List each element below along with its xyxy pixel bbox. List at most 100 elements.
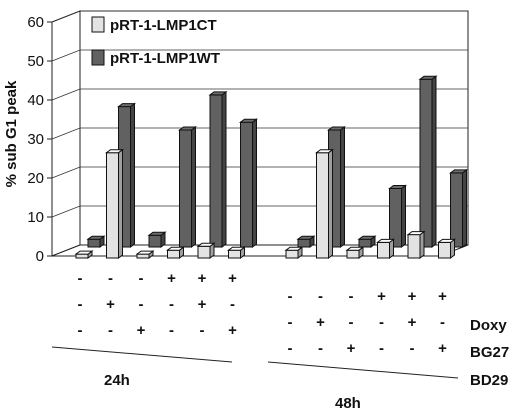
gridline [51, 10, 468, 23]
bar-ct-front [106, 152, 119, 259]
bar-wt-side [252, 118, 257, 248]
bar-ct-top [315, 149, 334, 154]
bar-wt [357, 235, 377, 248]
condition-symbol: - [288, 314, 293, 331]
y-axis-label: % sub G1 peak [3, 80, 20, 187]
condition-symbol: + [198, 296, 207, 313]
bar-ct-top [345, 246, 365, 251]
condition-symbol: - [78, 270, 83, 287]
row-label: Doxy [470, 317, 507, 334]
bar-wt-front [389, 188, 402, 248]
bar-ct-front [346, 249, 360, 259]
bar-wt [208, 90, 228, 248]
y-tick-label: 30 [27, 131, 44, 148]
condition-symbol: - [379, 340, 384, 357]
condition-symbol: + [438, 340, 447, 357]
bar-ct-top [105, 149, 124, 154]
condition-symbol: + [316, 314, 325, 331]
condition-symbol: + [377, 288, 386, 305]
bar-wt-top [208, 91, 228, 96]
bar-wt-top [147, 231, 167, 236]
legend: pRT-1-LMP1CT pRT-1-LMP1WT [91, 16, 220, 67]
gridline [51, 88, 468, 101]
bar-wt-top [296, 235, 316, 240]
bar-ct-front [75, 253, 89, 259]
bar-wt [239, 118, 258, 248]
bar-wt-front [450, 172, 463, 248]
bar-ct [437, 238, 456, 259]
group-bracket [51, 346, 233, 363]
condition-symbol: - [139, 270, 144, 287]
condition-symbol: + [198, 270, 207, 287]
row-label: BG27 [470, 344, 509, 361]
condition-symbol: + [137, 322, 146, 339]
bar-ct [315, 148, 334, 259]
bar-ct [166, 246, 185, 259]
bar-ct-top [406, 231, 426, 236]
condition-table: - - - - + - - - + + - - + + - + - + - - - - + - - - + + - - + + - + - + [78, 270, 448, 357]
group-label: 48h [335, 395, 361, 411]
bars [74, 75, 468, 259]
bar-ct-side [419, 230, 425, 259]
condition-symbol: + [106, 296, 115, 313]
group-bracket [267, 361, 459, 379]
bar-wt-side [130, 102, 135, 248]
bar-wt-side [340, 126, 345, 248]
bar-ct-front [167, 249, 180, 259]
bar-wt-front [87, 238, 101, 248]
bar-ct-top [135, 250, 155, 255]
condition-symbol: - [169, 322, 174, 339]
bar-ct-front [377, 241, 390, 259]
bar-wt-top [86, 235, 106, 240]
bar-ct-front [136, 253, 150, 259]
condition-symbol: - [349, 314, 354, 331]
bar-wt-top [418, 75, 438, 80]
bar-ct-top [166, 246, 185, 251]
condition-symbol: - [139, 296, 144, 313]
condition-symbol: - [169, 296, 174, 313]
y-tick-label: 20 [27, 170, 44, 187]
bar-wt-front [297, 238, 311, 248]
bar-wt-side [401, 184, 406, 248]
bar-wt-side [462, 168, 467, 248]
condition-symbol: - [108, 270, 113, 287]
bar-wt-top [327, 126, 346, 131]
bar-wt-top [357, 235, 377, 240]
bar-ct-front [197, 245, 211, 259]
condition-symbol: - [288, 288, 293, 305]
y-tick-label: 10 [27, 209, 44, 226]
condition-row-labels: Doxy BG27 BD29 [470, 317, 509, 389]
bar-wt-front [419, 78, 433, 248]
y-tick-label: 50 [27, 53, 44, 70]
bar-wt-top [117, 103, 136, 108]
bar-wt [296, 235, 316, 248]
y-tick-label: 60 [27, 14, 44, 31]
group-labels: 24h 48h [51, 346, 459, 411]
bar-ct-front [316, 152, 329, 259]
bar-ct [345, 246, 365, 259]
y-tick-labels: 0 10 20 30 40 50 60 [27, 14, 52, 265]
bar-ct-top [376, 238, 395, 243]
bar-ct-top [74, 250, 94, 255]
condition-symbol: + [347, 340, 356, 357]
condition-symbol: + [228, 270, 237, 287]
bar-ct-front [438, 241, 451, 259]
condition-symbol: - [410, 340, 415, 357]
floor [51, 244, 469, 257]
bar-ct-top [227, 246, 246, 251]
condition-symbol: + [228, 322, 237, 339]
condition-symbol: + [167, 270, 176, 287]
legend-swatch [91, 49, 105, 66]
condition-symbol: - [78, 322, 83, 339]
condition-symbol: - [318, 340, 323, 357]
condition-symbol: - [108, 322, 113, 339]
bar-wt [147, 231, 167, 248]
bar-wt-front [358, 238, 372, 248]
bar-ct-front [407, 234, 421, 259]
bar-wt [178, 126, 197, 248]
bar-ct [227, 246, 246, 259]
condition-symbol: + [408, 288, 417, 305]
y-tick-label: 40 [27, 92, 44, 109]
bar-wt-side [431, 75, 437, 248]
